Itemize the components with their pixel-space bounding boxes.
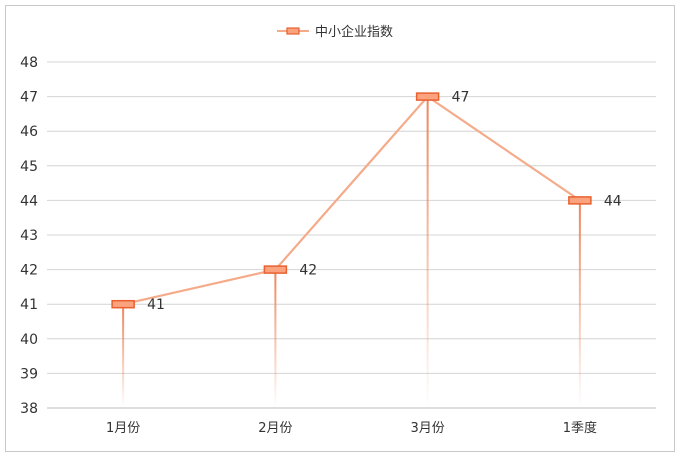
y-axis-ticks: 38 39 40 41 42 43 44 45 46 47 48 (20, 55, 38, 417)
y-tick-label: 39 (20, 366, 38, 382)
data-point-marker (263, 265, 288, 274)
chart-frame (5, 5, 675, 452)
x-tick-label: 3月份 (410, 421, 444, 436)
y-tick-label: 44 (20, 193, 38, 209)
chart-legend: 中小企业指数 (277, 24, 393, 40)
series-line (122, 95, 581, 306)
grid-lines (47, 61, 656, 409)
data-labels: 41 42 47 44 (147, 90, 622, 314)
series-polyline (122, 95, 581, 306)
data-point-marker (415, 92, 440, 101)
y-tick-label: 41 (20, 297, 38, 313)
data-label: 47 (452, 90, 470, 106)
drop-line (578, 200, 581, 408)
data-point-marker (111, 299, 135, 309)
series-markers (111, 92, 592, 309)
x-tick-label: 2月份 (258, 421, 292, 436)
drop-line (274, 269, 277, 408)
drop-line (122, 304, 125, 408)
x-axis-ticks: 1月份 2月份 3月份 1季度 (106, 420, 597, 436)
data-label: 44 (604, 193, 622, 209)
y-tick-label: 38 (20, 401, 38, 417)
data-label: 42 (299, 263, 317, 279)
legend-label: 中小企业指数 (315, 24, 393, 40)
y-tick-label: 43 (20, 228, 38, 244)
y-tick-label: 48 (20, 55, 38, 71)
data-point-marker (568, 196, 592, 205)
x-tick-label: 1季度 (563, 420, 597, 436)
data-label: 41 (147, 297, 165, 313)
x-tick-label: 1月份 (106, 421, 140, 436)
y-tick-label: 46 (20, 124, 38, 140)
y-tick-label: 47 (20, 90, 38, 106)
legend-marker-swatch (286, 27, 300, 35)
y-tick-label: 40 (20, 332, 38, 348)
y-tick-label: 45 (20, 159, 38, 175)
drop-line (426, 96, 429, 408)
y-tick-label: 42 (20, 263, 38, 279)
drop-lines (122, 96, 581, 408)
